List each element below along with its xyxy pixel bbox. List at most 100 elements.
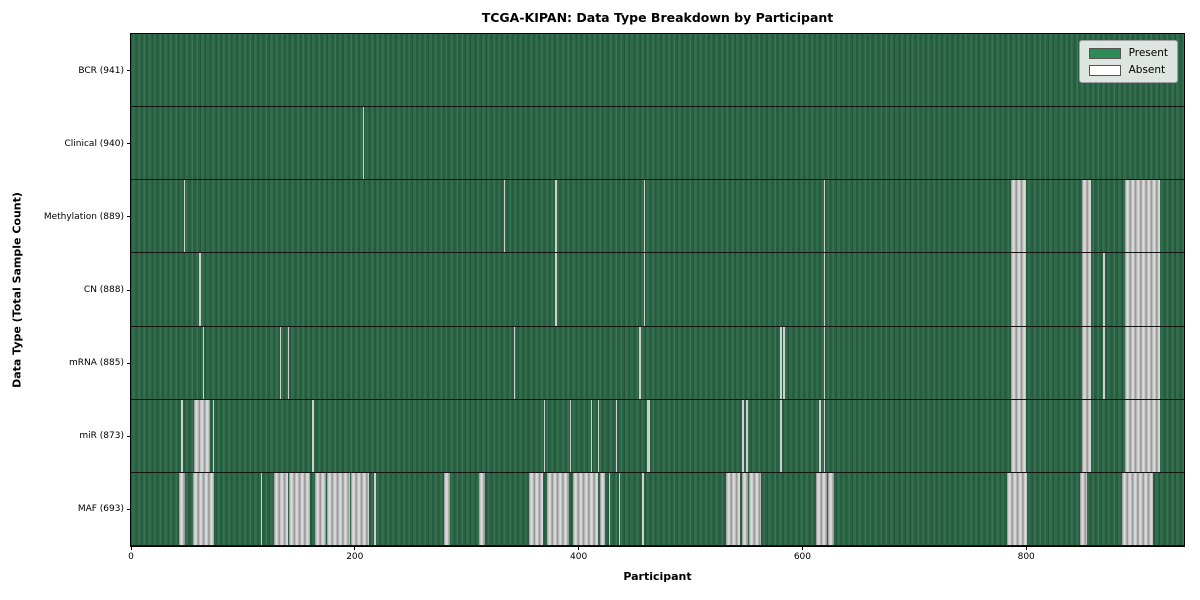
absent-stripe [1124, 399, 1161, 472]
chart-title: TCGA-KIPAN: Data Type Breakdown by Parti… [481, 10, 834, 25]
legend-entry-absent: Absent [1088, 64, 1168, 76]
y-tick-label: BCR (941) [78, 65, 124, 76]
absent-stripe [1079, 472, 1087, 545]
absent-stripe [444, 472, 450, 545]
absent-stripe [823, 399, 826, 472]
absent-stripe [748, 472, 761, 545]
absent-stripe [1082, 180, 1092, 253]
legend-label-present: Present [1128, 47, 1168, 59]
absent-stripe [479, 472, 485, 545]
absent-stripe [212, 399, 215, 472]
absent-stripe [555, 180, 557, 253]
absent-stripe [741, 399, 744, 472]
heatmap-row-maf [131, 472, 1184, 546]
absent-stripe [815, 472, 828, 545]
absent-stripe [1082, 326, 1092, 399]
absent-stripe [513, 326, 516, 399]
legend-swatch-absent-icon [1088, 64, 1121, 76]
absent-stripe [547, 472, 569, 545]
absent-stripe [326, 472, 351, 545]
absent-stripe [543, 399, 546, 472]
x-tick [354, 546, 356, 550]
absent-stripe [819, 399, 821, 472]
absent-stripe [823, 180, 826, 253]
plot-area: BCR (941) Clinical (940) Methylation (889)… [44, 33, 1185, 562]
absent-stripe [618, 472, 621, 545]
y-tick-label: Clinical (940) [64, 138, 124, 149]
absent-stripe [1010, 326, 1027, 399]
y-tick [127, 435, 131, 437]
absent-stripe [726, 472, 740, 545]
heatmap-row-clinical [131, 107, 1184, 181]
legend: Present Absent [1078, 40, 1178, 83]
absent-stripe [1010, 399, 1027, 472]
absent-stripe [828, 472, 834, 545]
absent-stripe [312, 399, 314, 472]
absent-stripe [643, 180, 646, 253]
absent-stripe [608, 472, 611, 545]
absent-stripe [590, 399, 593, 472]
absent-stripe [1010, 180, 1027, 253]
legend-entry-present: Present [1088, 47, 1168, 59]
x-tick-label: 200 [346, 552, 364, 562]
absent-stripe [181, 399, 183, 472]
absent-stripe [274, 472, 288, 545]
absent-stripe [597, 399, 600, 472]
x-tick [130, 546, 132, 550]
absent-stripe [569, 399, 572, 472]
absent-stripe [741, 472, 748, 545]
absent-stripe [783, 326, 785, 399]
absent-stripe [288, 472, 311, 545]
absent-stripe [780, 399, 782, 472]
heatmap-row-bcr [131, 34, 1184, 108]
legend-label-absent: Absent [1128, 64, 1166, 76]
absent-stripe [1082, 399, 1092, 472]
absent-stripe [1010, 253, 1027, 326]
absent-stripe [1122, 472, 1153, 545]
absent-stripe [1124, 180, 1161, 253]
y-tick [127, 362, 131, 364]
x-tick-label: 800 [1017, 552, 1035, 562]
absent-stripe [615, 399, 618, 472]
heatmap-row-mir [131, 399, 1184, 473]
absent-stripe [529, 472, 543, 545]
absent-stripe [314, 472, 326, 545]
heatmap-row-methylation [131, 180, 1184, 254]
y-tick-label: CN (888) [83, 285, 124, 295]
absent-stripe [373, 472, 377, 545]
absent-stripe [639, 326, 641, 399]
y-tick [127, 70, 131, 72]
absent-stripe [1103, 253, 1105, 326]
x-axis-label: Participant [623, 570, 692, 583]
absent-stripe [1124, 326, 1161, 399]
absent-stripe [646, 399, 651, 472]
y-tick-label: mRNA (885) [69, 358, 124, 369]
absent-stripe [279, 326, 282, 399]
x-tick [578, 546, 580, 550]
y-tick [127, 143, 131, 145]
y-tick [127, 289, 131, 291]
absent-stripe [362, 107, 365, 180]
absent-stripe [287, 326, 290, 399]
absent-stripe [179, 472, 185, 545]
y-tick-label: miR (873) [79, 431, 124, 442]
absent-stripe [503, 180, 506, 253]
y-tick [127, 216, 131, 218]
absent-stripe [823, 326, 826, 399]
y-tick [127, 508, 131, 510]
absent-stripe [351, 472, 370, 545]
absent-stripe [599, 472, 606, 545]
x-tick-label: 0 [128, 552, 134, 562]
heatmap-row-cn [131, 253, 1184, 327]
x-tick [1025, 546, 1027, 550]
absent-stripe [260, 472, 263, 545]
absent-stripe [643, 253, 646, 326]
absent-stripe [746, 399, 749, 472]
absent-stripe [193, 399, 211, 472]
absent-stripe [573, 472, 598, 545]
absent-stripe [1082, 253, 1092, 326]
absent-stripe [555, 253, 557, 326]
absent-stripe [1124, 253, 1161, 326]
absent-stripe [642, 472, 644, 545]
